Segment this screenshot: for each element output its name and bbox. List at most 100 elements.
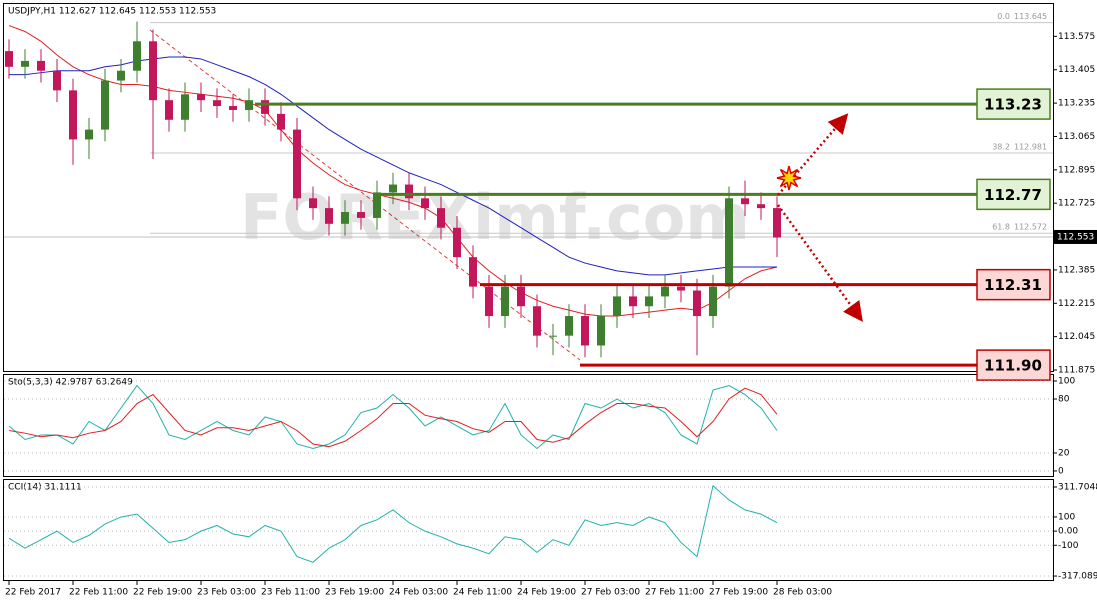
candle-body: [165, 100, 173, 120]
x-tick-label: 24 Feb 03:00: [389, 588, 448, 598]
y-tick-label: 113.405: [1058, 65, 1095, 75]
fib-value: 112.981: [1014, 142, 1047, 151]
stoch-title: Sto(5,3,3) 42.9787 63.2649: [8, 378, 133, 388]
candle-body: [373, 192, 381, 218]
candle-body: [117, 70, 125, 81]
candle-body: [421, 198, 429, 209]
y-tick-label: 20: [1058, 448, 1070, 458]
candle-body: [101, 80, 109, 130]
y-tick-label: 113.065: [1058, 132, 1095, 142]
y-tick-label: 112.895: [1058, 165, 1095, 175]
candle-body: [437, 208, 445, 228]
y-tick-label: 112.725: [1058, 199, 1095, 209]
candle-body: [85, 129, 93, 140]
burst: [776, 165, 802, 191]
x-tick-label: 23 Feb 11:00: [261, 588, 320, 598]
candle-body: [69, 90, 77, 140]
candle-body: [197, 94, 205, 101]
y-tick-label: 113.235: [1058, 99, 1095, 109]
candle-body: [757, 204, 765, 209]
candle-body: [389, 184, 397, 193]
candle-body: [453, 227, 461, 258]
candle-body: [661, 286, 669, 297]
x-tick-label: 23 Feb 03:00: [197, 588, 256, 598]
level-box: [976, 268, 1051, 301]
candle-body: [229, 106, 237, 110]
y-tick-label: 80: [1058, 395, 1070, 405]
y-tick-label: 100: [1058, 377, 1075, 387]
candle-body: [181, 94, 189, 120]
candle-body: [533, 306, 541, 336]
x-tick-label: 22 Feb 2017: [5, 588, 61, 598]
y-tick-label: 112.215: [1058, 299, 1095, 309]
candle-body: [581, 316, 589, 346]
y-tick-label: -317.0892: [1058, 572, 1097, 582]
candle-body: [341, 212, 349, 224]
candle-body: [741, 198, 749, 205]
level-label: 112.77: [984, 186, 1042, 204]
candle-body: [549, 335, 557, 337]
x-tick-label: 23 Feb 19:00: [325, 588, 384, 598]
candle-body: [405, 184, 413, 199]
candle-body: [677, 286, 685, 291]
x-tick-label: 22 Feb 11:00: [69, 588, 128, 598]
y-tick-label: 0: [1058, 466, 1064, 476]
x-tick-label: 27 Feb 03:00: [581, 588, 640, 598]
fib-value: 113.645: [1014, 12, 1047, 21]
candle-body: [725, 198, 733, 287]
candle-body: [357, 212, 365, 218]
level-label: 112.31: [984, 276, 1042, 294]
y-tick-label: 100: [1058, 512, 1075, 522]
level-box: [976, 88, 1051, 120]
candle-body: [149, 41, 157, 101]
last-price-tag: [1054, 229, 1097, 244]
x-tick-label: 27 Feb 19:00: [709, 588, 768, 598]
candle-body: [773, 208, 781, 238]
indicator-line: [8, 387, 778, 448]
candle-body: [485, 286, 493, 317]
y-tick-label: 113.575: [1058, 32, 1095, 42]
y-tick-label: 111.875: [1058, 366, 1095, 376]
fib-label: 38.2: [992, 142, 1010, 151]
up-arrow: [777, 113, 849, 196]
watermark: FOREXimf.com: [240, 181, 750, 254]
candle-body: [469, 257, 477, 287]
x-tick-label: 27 Feb 11:00: [645, 588, 704, 598]
x-tick-label: 28 Feb 03:00: [773, 588, 832, 598]
y-tick-label: 112.045: [1058, 332, 1095, 342]
cci-panel: [3, 479, 1054, 581]
fib-value: 112.572: [1014, 223, 1047, 232]
candle-body: [565, 316, 573, 336]
candle-body: [597, 316, 605, 346]
candle-body: [325, 208, 333, 224]
fib-label: 61.8: [992, 223, 1010, 232]
candle-body: [517, 286, 525, 307]
y-tick-label: -100: [1058, 541, 1079, 551]
candle-body: [501, 286, 509, 317]
y-tick-label: 0.00: [1058, 527, 1078, 537]
candle-body: [53, 70, 61, 91]
candle-body: [245, 100, 253, 110]
candle-body: [613, 296, 621, 317]
candle-body: [693, 290, 701, 317]
candle-body: [261, 100, 269, 114]
main-panel: [3, 3, 1054, 372]
chart-title: USDJPY,H1 112.627 112.645 112.553 112.55…: [8, 7, 216, 17]
fib-label: 0.0: [997, 12, 1010, 21]
candle-body: [293, 129, 301, 199]
indicator-line: [8, 384, 778, 450]
level-box: [976, 178, 1051, 211]
down-arrow: [776, 204, 863, 323]
x-tick-label: 22 Feb 19:00: [133, 588, 192, 598]
candle-body: [309, 198, 317, 209]
candle-body: [709, 286, 717, 317]
y-tick-label: 112.385: [1058, 265, 1095, 275]
candle-body: [5, 51, 13, 67]
cci-title: CCI(14) 31.1111: [8, 483, 82, 493]
candle-body: [645, 296, 653, 307]
level-box: [976, 349, 1051, 381]
level-label: 113.23: [984, 96, 1042, 114]
candle-body: [37, 60, 45, 71]
